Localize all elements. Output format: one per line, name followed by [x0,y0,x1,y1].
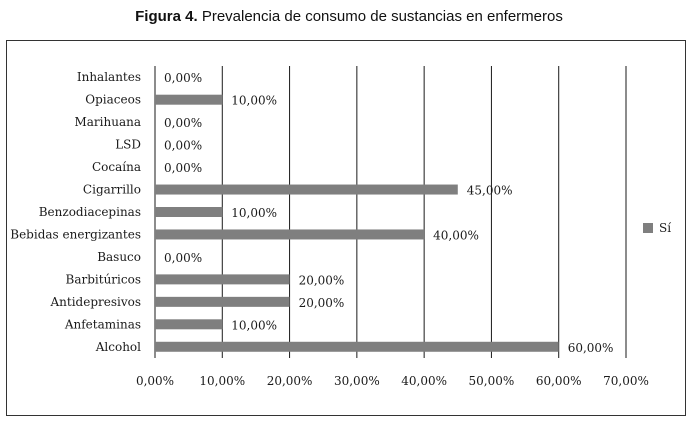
data-label: 0,00% [164,116,202,130]
category-label: Benzodiacepinas [39,205,141,219]
legend-label: Sí [659,221,671,235]
data-label: 60,00% [568,341,614,355]
x-tick-label: 0,00% [136,374,174,388]
x-tick-label: 30,00% [334,374,380,388]
bar [155,341,559,352]
x-tick-label: 10,00% [199,374,245,388]
bars [155,94,559,352]
category-label: Inhalantes [77,70,141,84]
x-tick-label: 60,00% [536,374,582,388]
data-label: 40,00% [433,228,479,242]
category-label: Cigarrillo [83,183,141,197]
category-label: LSD [115,138,141,152]
category-label: Alcohol [95,340,141,354]
x-tick-label: 50,00% [469,374,515,388]
category-label: Opiaceos [85,93,141,107]
bar [155,184,458,195]
data-label: 0,00% [164,139,202,153]
data-labels: 0,00% 10,00% 0,00% 0,00% 0,00% 45,00% 10,00% 40… [164,71,613,355]
data-label: 0,00% [164,251,202,265]
category-label: Antidepresivos [49,295,141,309]
x-tick-label: 20,00% [267,374,313,388]
chart-title: Figura 4. Prevalencia de consumo de sust… [0,8,698,25]
category-label: Basuco [97,250,141,264]
x-tick-labels: 0,00% 10,00% 20,00% 30,00% 40,00% 50,00% 60,00… [136,374,649,388]
category-label: Anfetaminas [64,317,141,331]
category-label: Marihuana [74,115,141,129]
x-tick-label: 70,00% [603,374,649,388]
bar [155,319,223,330]
x-tick-label: 40,00% [401,374,447,388]
legend: Sí [643,221,671,235]
category-labels: Inhalantes Opiaceos Marihuana LSD Cocaína Cig… [10,70,141,354]
data-label: 20,00% [299,296,345,310]
bar [155,296,290,307]
bar [155,207,223,217]
figure-label: Figura 4. [135,8,198,25]
grid-lines [154,66,627,358]
bar [155,229,425,240]
chart-frame [6,40,686,416]
category-label: Cocaína [92,160,141,174]
bar [155,94,223,105]
data-label: 20,00% [299,273,345,287]
figure-title-text: Prevalencia de consumo de sustancias en … [201,8,563,25]
data-label: 10,00% [231,94,277,108]
data-label: 10,00% [231,318,277,332]
legend-swatch [643,223,653,233]
data-label: 10,00% [231,206,277,220]
category-label: Bebidas energizantes [10,227,141,241]
data-label: 45,00% [467,184,513,198]
data-label: 0,00% [164,161,202,175]
data-label: 0,00% [164,71,202,85]
bar [155,274,290,285]
category-label: Barbitúricos [66,272,141,286]
